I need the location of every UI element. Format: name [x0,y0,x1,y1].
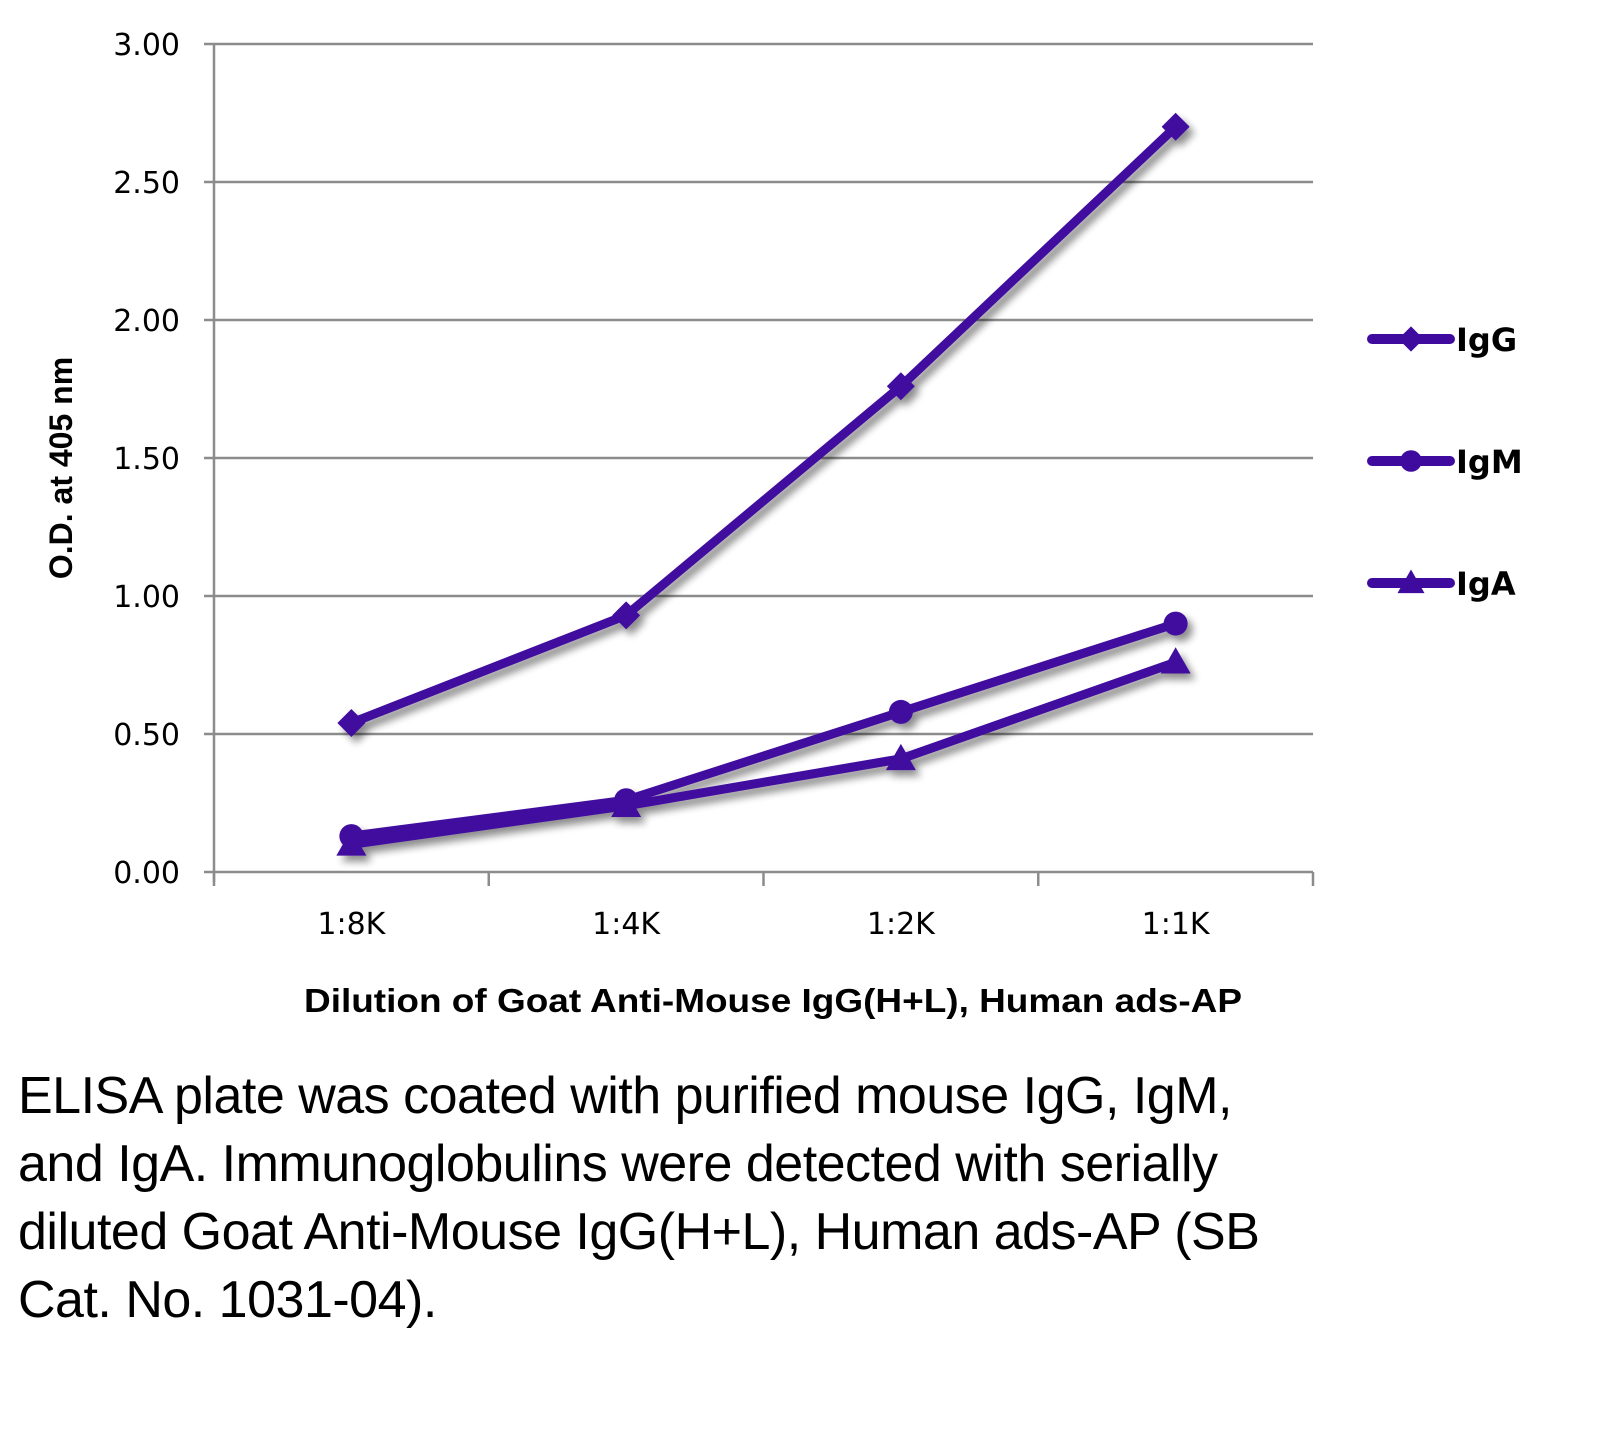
series-igg [337,112,1190,737]
legend: IgG IgM IgA [1367,321,1523,603]
legend-item-iga: IgA [1367,565,1516,603]
y-tick-label: 0.50 [113,718,180,753]
y-tick-label: 3.00 [113,28,180,63]
x-tick-label: 1:1K [1142,907,1211,942]
data-point-circle [339,824,364,849]
x-tick-label: 1:4K [592,907,661,942]
y-tick-label: 1.00 [113,580,180,615]
y-tick-label: 1.50 [113,442,180,477]
legend-label: IgA [1456,565,1516,603]
data-point-triangle [1160,647,1191,674]
legend-label: IgM [1456,443,1523,481]
line-chart: 0.00 0.50 1.00 1.50 2.00 2.50 3.00 1:8K 1:4K 1:2… [43,28,1523,1019]
y-axis-title: O.D. at 405 nm [43,357,79,579]
data-point-circle [614,788,639,813]
legend-diamond-icon [1398,326,1424,352]
x-tick-label: 1:8K [317,907,386,942]
y-tick-label: 0.00 [113,856,180,891]
series-line [349,123,1179,728]
y-tick-label: 2.00 [113,304,180,339]
series-layer [336,112,1191,856]
series-igm [339,611,1188,849]
data-point-circle [1163,611,1188,636]
legend-circle-icon [1400,450,1422,472]
x-axis: 1:8K 1:4K 1:2K 1:1K [212,872,1315,942]
figure-caption: ELISA plate was coated with purified mou… [18,1067,1260,1329]
series-iga [336,647,1191,856]
legend-label: IgG [1456,321,1517,359]
data-point-diamond [612,601,641,630]
y-tick-label: 2.50 [113,166,180,201]
data-point-circle [888,699,913,724]
legend-triangle-icon [1397,569,1425,594]
legend-item-igm: IgM [1367,443,1523,481]
data-point-diamond [1161,112,1190,141]
data-point-triangle [885,743,916,771]
x-tick-label: 1:2K [867,907,936,942]
data-point-diamond [886,372,915,401]
data-point-diamond [337,708,366,737]
gridlines [204,42,1313,882]
y-axis-ticks: 0.00 0.50 1.00 1.50 2.00 2.50 3.00 [113,28,180,891]
series-line [350,619,1178,841]
x-axis-title: Dilution of Goat Anti-Mouse IgG(H+L), Hu… [304,982,1242,1019]
legend-item-igg: IgG [1367,321,1517,359]
series-line [350,657,1178,849]
